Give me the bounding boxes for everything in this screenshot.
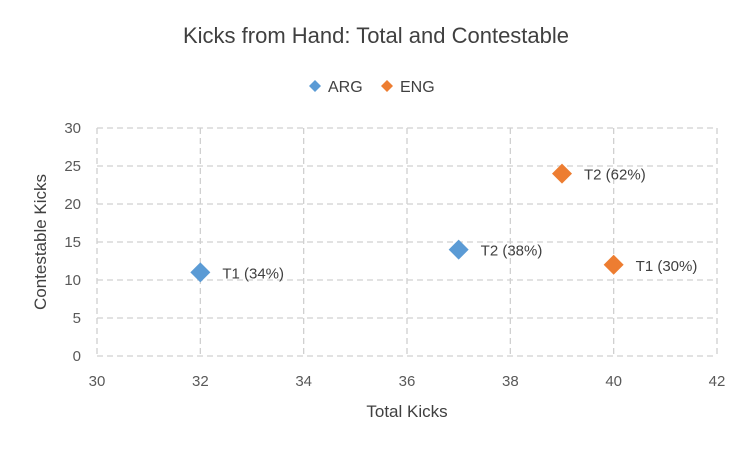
y-tick-label: 5 xyxy=(73,310,81,327)
y-axis-title: Contestable Kicks xyxy=(31,174,50,310)
x-tick-label: 40 xyxy=(605,373,622,390)
y-tick-label: 15 xyxy=(64,234,81,251)
x-tick-label: 42 xyxy=(709,373,726,390)
legend: ARG ENG xyxy=(309,79,435,96)
y-tick-label: 0 xyxy=(73,348,81,365)
legend-label-arg: ARG xyxy=(328,79,363,96)
x-tick-label: 36 xyxy=(399,373,416,390)
y-tick-label: 25 xyxy=(64,158,81,175)
x-axis-ticks: 30 32 34 36 38 40 42 xyxy=(89,373,726,390)
legend-marker-eng xyxy=(381,80,393,92)
data-point-arg xyxy=(190,262,211,283)
data-label: T2 (62%) xyxy=(584,167,646,184)
data-label: T1 (34%) xyxy=(222,265,284,282)
x-tick-label: 30 xyxy=(89,373,106,390)
x-axis-title: Total Kicks xyxy=(366,402,447,421)
y-tick-label: 30 xyxy=(64,120,81,137)
data-point-arg xyxy=(448,239,469,260)
x-tick-label: 32 xyxy=(192,373,209,390)
data-label: T2 (38%) xyxy=(481,243,543,260)
data-point-eng xyxy=(603,254,624,275)
data-point-eng xyxy=(552,163,572,184)
chart-title: Kicks from Hand: Total and Contestable xyxy=(183,23,569,48)
y-axis-ticks: 0 5 10 15 20 25 30 xyxy=(64,120,81,365)
y-tick-label: 10 xyxy=(64,272,81,289)
x-tick-label: 38 xyxy=(502,373,519,390)
x-tick-label: 34 xyxy=(295,373,312,390)
grid xyxy=(96,127,718,357)
y-tick-label: 20 xyxy=(64,196,81,213)
legend-marker-arg xyxy=(309,80,321,92)
data-label: T1 (30%) xyxy=(636,258,698,275)
data-points: T1 (34%) T2 (38%) T2 (62%) T1 (30%) xyxy=(190,163,698,283)
legend-label-eng: ENG xyxy=(400,79,435,96)
